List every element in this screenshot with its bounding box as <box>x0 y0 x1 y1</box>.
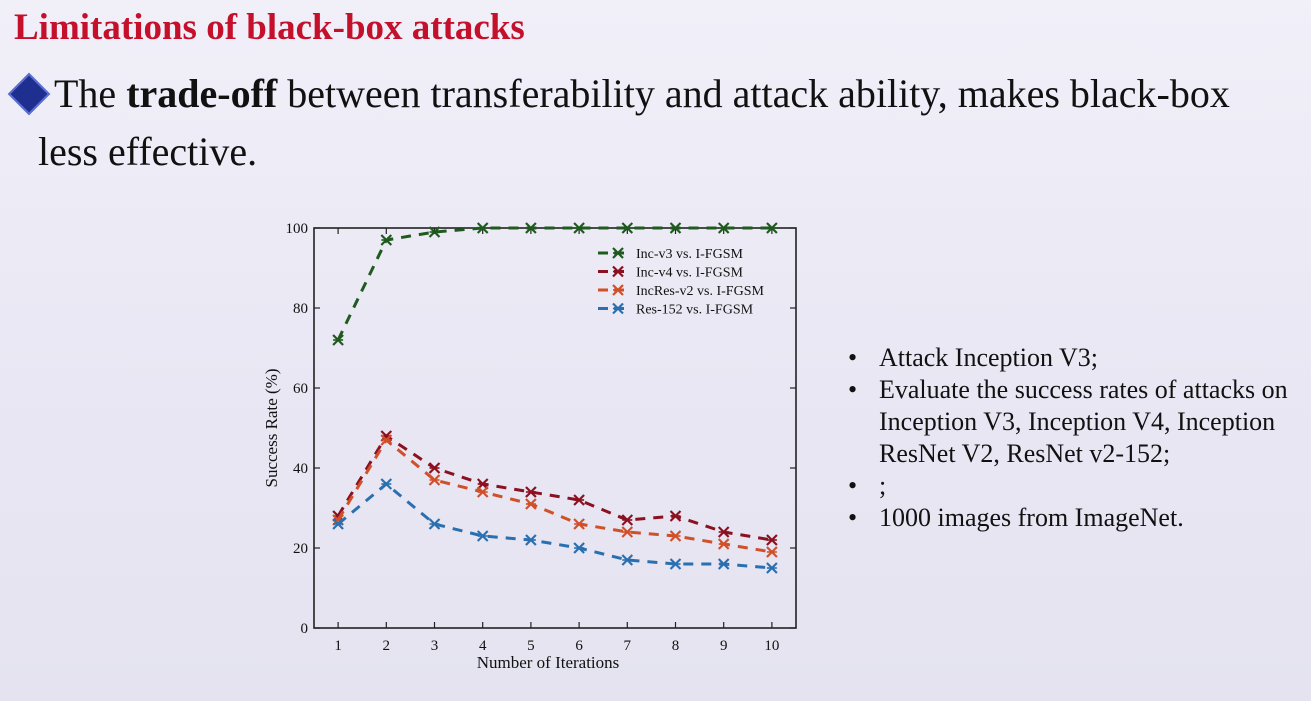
legend-entry: IncRes-v2 vs. I-FGSM <box>598 284 764 299</box>
data-point <box>476 222 489 234</box>
data-point <box>766 222 778 234</box>
data-point <box>476 530 489 542</box>
data-point <box>573 222 585 234</box>
data-point <box>621 526 634 538</box>
data-point <box>332 518 344 530</box>
data-point <box>525 534 537 546</box>
data-point <box>428 462 441 474</box>
legend-label: Inc-v4 vs. I-FGSM <box>636 266 743 281</box>
y-tick-label: 40 <box>293 461 308 477</box>
data-point <box>669 558 682 570</box>
y-tick-label: 20 <box>293 541 308 557</box>
data-point <box>380 434 393 446</box>
data-point <box>332 334 344 346</box>
series-4 <box>332 478 778 574</box>
x-tick-label: 2 <box>383 638 391 654</box>
side-bullet-list: Attack Inception V3; Evaluate the succes… <box>848 342 1288 534</box>
x-tick-label: 6 <box>575 638 583 654</box>
series-line <box>336 226 772 341</box>
legend-marker <box>612 265 624 278</box>
series-line <box>336 433 773 542</box>
legend-label: IncRes-v2 vs. I-FGSM <box>636 284 764 299</box>
series-1 <box>332 222 778 346</box>
data-point <box>573 494 585 506</box>
data-point <box>669 530 682 542</box>
data-point <box>717 526 730 538</box>
data-point <box>525 222 537 234</box>
x-tick-label: 8 <box>672 638 680 654</box>
x-tick-label: 10 <box>764 638 779 654</box>
x-tick-label: 7 <box>624 638 632 654</box>
data-point <box>476 486 489 498</box>
legend-label: Inc-v3 vs. I-FGSM <box>636 247 743 262</box>
data-point <box>525 486 537 498</box>
y-axis-ticks: 0 20 40 60 80 100 <box>286 221 796 637</box>
chart-legend: Inc-v3 vs. I-FGSM Inc-v4 vs. I-FGSM IncRes… <box>598 247 764 318</box>
legend-entry: Res-152 vs. I-FGSM <box>598 303 754 318</box>
y-tick-label: 0 <box>301 621 309 637</box>
x-tick-label: 9 <box>720 638 728 654</box>
legend-marker <box>612 247 624 259</box>
side-bullet-item: 1000 images from ImageNet. <box>848 502 1288 534</box>
x-tick-label: 5 <box>527 638 535 654</box>
main-bullet: The trade-off between transferability an… <box>7 70 1230 117</box>
side-bullet-item: Attack Inception V3; <box>848 342 1288 374</box>
data-point <box>525 498 537 510</box>
data-point <box>380 478 393 490</box>
data-point <box>669 222 682 234</box>
data-point <box>717 538 730 550</box>
data-point <box>717 558 730 570</box>
data-point <box>669 510 682 522</box>
main-bullet-prefix: The <box>54 71 127 116</box>
data-point <box>766 562 778 574</box>
data-point <box>621 222 634 234</box>
data-point <box>766 534 778 546</box>
data-point <box>621 554 634 566</box>
main-bullet-rest: between transferability and attack abili… <box>277 71 1230 116</box>
data-point <box>380 234 393 246</box>
data-point <box>717 222 730 234</box>
data-point <box>428 474 441 486</box>
x-axis-title: Number of Iterations <box>477 653 620 672</box>
y-axis-title: Success Rate (%) <box>262 369 281 488</box>
series-line <box>337 482 773 570</box>
x-tick-label: 1 <box>334 638 342 654</box>
side-bullet-item: Evaluate the success rates of attacks on… <box>848 374 1288 470</box>
slide-title: Limitations of black-box attacks <box>14 7 525 48</box>
y-tick-label: 80 <box>293 301 308 317</box>
x-tick-label: 3 <box>431 638 439 654</box>
legend-entry: Inc-v3 vs. I-FGSM <box>598 247 743 262</box>
chart-series <box>332 222 778 574</box>
x-tick-label: 4 <box>479 638 487 654</box>
data-point <box>428 226 441 238</box>
legend-marker <box>612 302 624 315</box>
legend-entry: Inc-v4 vs. I-FGSM <box>598 266 743 281</box>
data-point <box>621 514 634 526</box>
series-2 <box>332 430 778 546</box>
data-point <box>573 542 585 554</box>
side-bullet-item: ; <box>848 470 1288 502</box>
legend-label: Res-152 vs. I-FGSM <box>636 303 754 318</box>
data-point <box>573 518 585 530</box>
plot-area <box>313 227 797 629</box>
main-bullet-bold: trade-off <box>126 71 278 116</box>
y-tick-label: 100 <box>286 221 309 237</box>
data-point <box>428 518 441 530</box>
legend-marker <box>612 284 624 296</box>
y-tick-label: 60 <box>293 381 308 397</box>
main-bullet-continuation: less effective. <box>38 129 258 174</box>
x-axis-ticks: 1 2 3 4 5 6 7 8 9 10 <box>334 228 779 654</box>
data-point <box>766 546 778 558</box>
